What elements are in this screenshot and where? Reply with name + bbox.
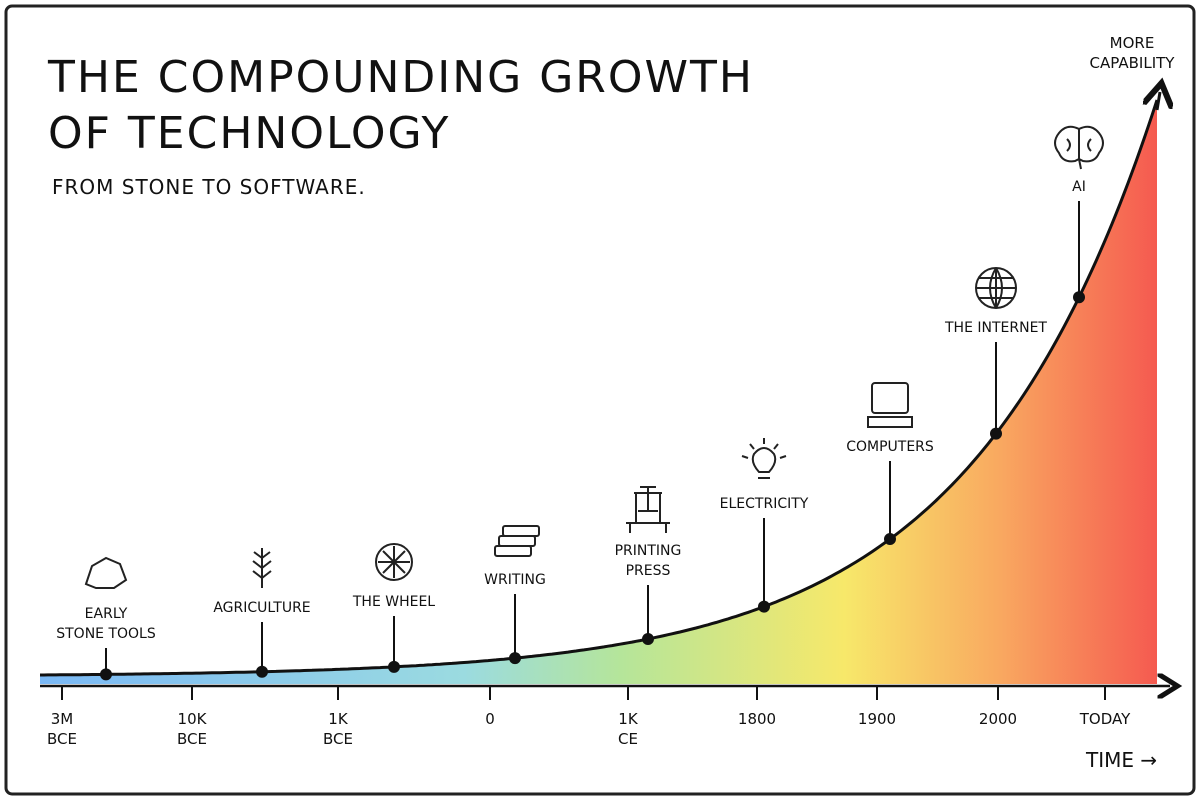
milestone-label: PRINTING [615,543,682,559]
milestone-label: COMPUTERS [846,439,934,455]
milestone-label: WRITING [484,572,546,588]
x-tick-label: CE [618,730,638,748]
keyboard-icon [867,416,913,428]
growth-curve [40,99,1159,677]
milestone-icon [741,438,787,479]
milestone-icon [1054,125,1104,170]
subtitle: FROM STONE TO SOFTWARE. [52,175,366,199]
growth-area [40,100,1157,684]
x-tick-label: 0 [485,710,495,728]
milestone-label: AI [1072,179,1086,195]
book-icon [502,525,540,537]
milestone-dot [509,652,521,665]
brain-icon [1054,125,1104,170]
bulb-icon [741,438,787,479]
milestone-icon [252,548,272,588]
milestone-label: STONE TOOLS [56,626,156,642]
wheel-spokes [378,546,410,578]
y-axis-label: CAPABILITY [1090,54,1176,72]
milestone-label: ELECTRICITY [720,496,809,512]
x-tick-label: 1800 [738,710,776,728]
x-tick-label: 10K [178,710,208,728]
wheat-icon [252,548,272,588]
book-icon [494,545,532,557]
press-icon [626,486,670,533]
milestone-dot [758,600,770,613]
milestone-label: EARLY [85,606,128,622]
y-arrow [1157,92,1160,111]
milestone-dot [1073,291,1085,304]
frame [4,4,1196,796]
milestone-dot [100,668,112,681]
milestone-icon [84,556,128,589]
x-tick-label: BCE [177,730,207,748]
wheel-icon [375,543,413,581]
title-line: THE COMPOUNDING GROWTH [47,52,754,103]
milestone-dot [884,533,896,546]
milestone-label: THE WHEEL [352,594,435,610]
x-tick-label: BCE [323,730,353,748]
x-tick-label: TODAY [1079,710,1131,728]
milestone-dot [642,632,654,645]
milestone-icon [975,267,1017,309]
x-tick-label: 1K [618,710,639,728]
rock-icon [84,556,128,589]
x-axis-label: TIME → [1085,748,1157,772]
x-tick-label: 2000 [979,710,1017,728]
milestone-label: AGRICULTURE [213,600,310,616]
x-tick-label: 3M [51,710,74,728]
milestone-icon [375,543,413,581]
milestone-icon [867,382,913,428]
milestone-icon [626,486,670,533]
book-icon [498,535,536,547]
milestone-dot [388,660,400,673]
milestone-label: PRESS [626,563,671,579]
title-line: OF TECHNOLOGY [48,108,450,159]
y-axis-label: MORE [1110,34,1155,52]
milestone-label: THE INTERNET [944,320,1047,336]
computer-icon [871,382,909,414]
milestone-icon [494,525,540,557]
globe-lines [976,267,1016,309]
milestone-dot [256,665,268,678]
x-tick-label: 1900 [858,710,896,728]
x-tick-label: BCE [47,730,77,748]
milestone-dot [990,427,1002,440]
x-tick-label: 1K [328,710,349,728]
